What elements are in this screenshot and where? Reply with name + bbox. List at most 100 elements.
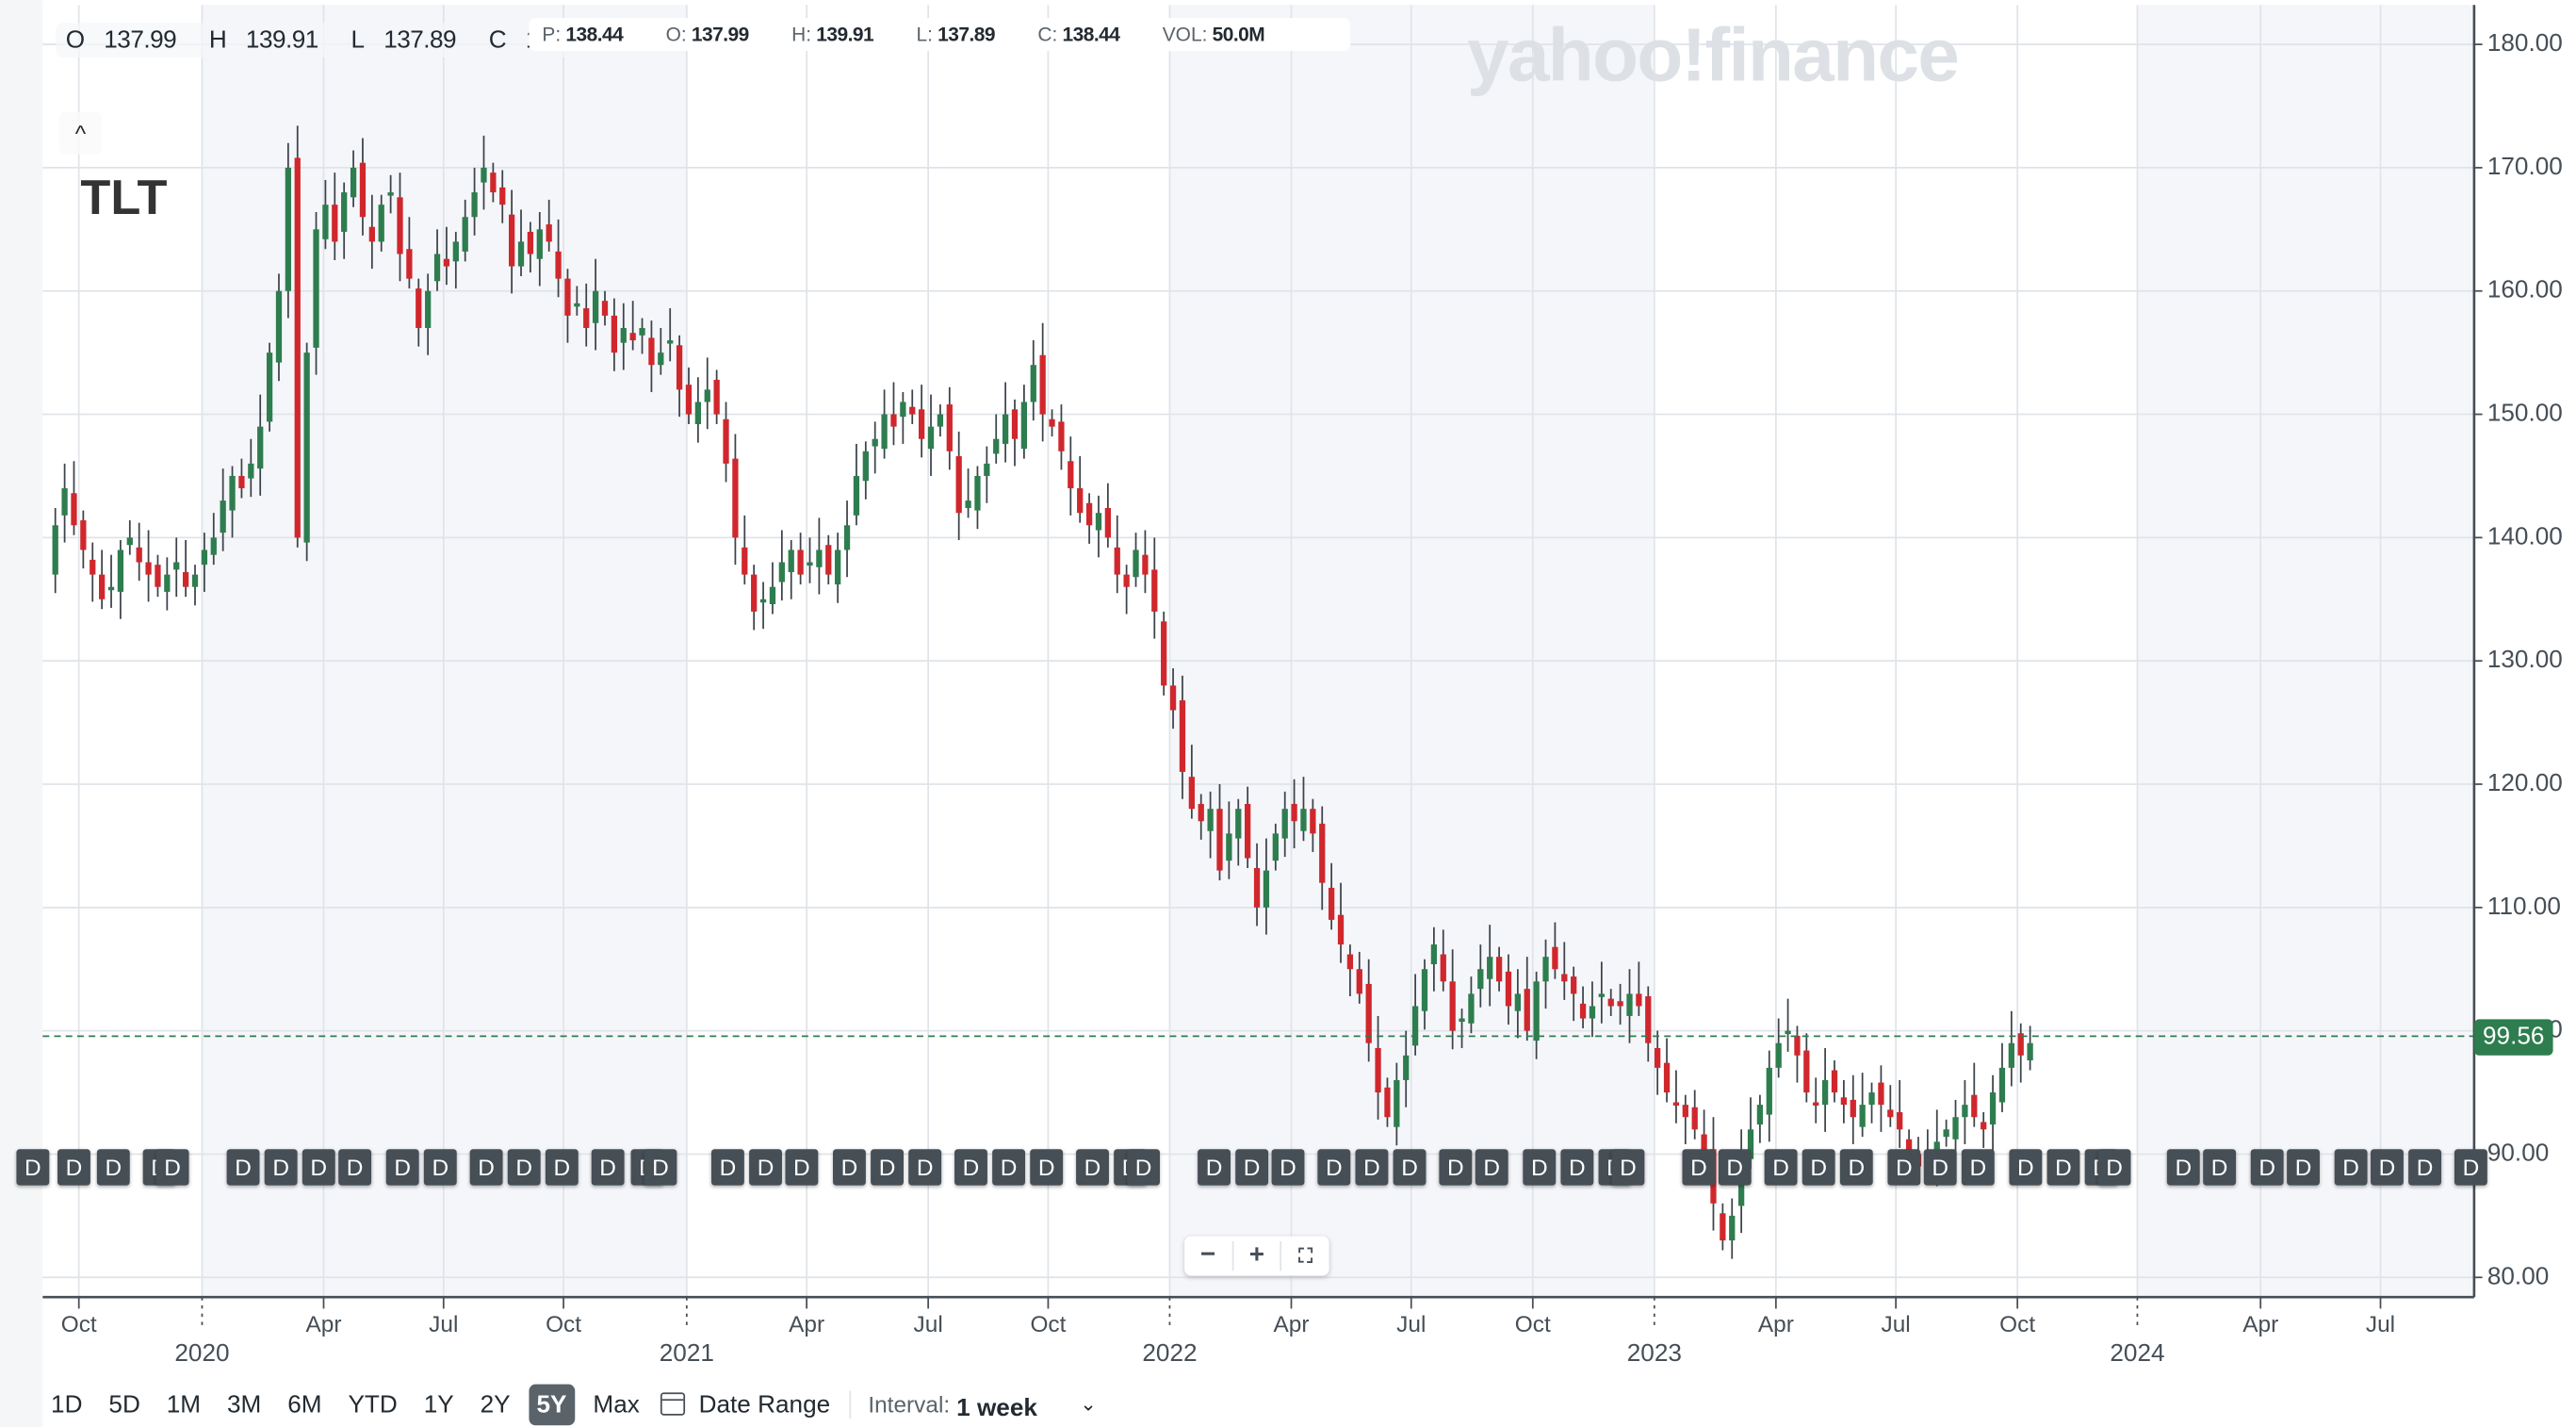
dividend-marker[interactable]: D bbox=[507, 1149, 541, 1186]
dividend-marker[interactable]: D bbox=[1764, 1149, 1798, 1186]
dividend-marker[interactable]: D bbox=[644, 1149, 677, 1186]
date-range-label: Date Range bbox=[698, 1389, 831, 1419]
dividend-marker[interactable]: D bbox=[2454, 1149, 2487, 1186]
dividend-marker[interactable]: D bbox=[1317, 1149, 1351, 1186]
dividend-marker[interactable]: D bbox=[2250, 1149, 2284, 1186]
dividend-marker[interactable]: D bbox=[1839, 1149, 1873, 1186]
range-button-3m[interactable]: 3M bbox=[227, 1389, 262, 1419]
dividend-marker[interactable]: D bbox=[1611, 1149, 1645, 1186]
dividend-marker[interactable]: D bbox=[2097, 1149, 2131, 1186]
y-tick-label: 80.00 bbox=[2486, 1262, 2550, 1291]
ohlc-open: O 137.99 bbox=[65, 25, 177, 55]
dividend-marker[interactable]: D bbox=[2408, 1149, 2442, 1186]
x-month-label: Apr bbox=[789, 1310, 825, 1337]
range-button-5y[interactable]: 5Y bbox=[528, 1383, 576, 1425]
dividend-marker[interactable]: D bbox=[469, 1149, 503, 1186]
chevron-down-icon[interactable]: ⌄ bbox=[1080, 1392, 1097, 1416]
dividend-marker[interactable]: D bbox=[264, 1149, 298, 1186]
x-month-label: Jul bbox=[913, 1310, 943, 1337]
y-tick-label: 120.00 bbox=[2486, 769, 2563, 797]
dividend-marker[interactable]: D bbox=[1475, 1149, 1508, 1186]
tooltip-low: L: 137.89 bbox=[916, 23, 996, 46]
ohlc-high: H 139.91 bbox=[208, 25, 319, 55]
fullscreen-icon[interactable]: ⛶ bbox=[1298, 1243, 1312, 1267]
dividend-marker[interactable]: D bbox=[2371, 1149, 2404, 1186]
dividend-marker[interactable]: D bbox=[2046, 1149, 2080, 1186]
dividend-marker[interactable]: D bbox=[155, 1149, 189, 1186]
dividend-marker[interactable]: D bbox=[1235, 1149, 1269, 1186]
y-tick-label: 140.00 bbox=[2486, 522, 2563, 551]
dividend-marker[interactable]: D bbox=[749, 1149, 782, 1186]
interval-label: Interval: bbox=[868, 1390, 951, 1418]
range-button-1y[interactable]: 1Y bbox=[423, 1389, 454, 1419]
dividend-marker[interactable]: D bbox=[954, 1149, 987, 1186]
dividend-marker[interactable]: D bbox=[785, 1149, 819, 1186]
range-button-ytd[interactable]: YTD bbox=[348, 1389, 398, 1419]
dividend-marker[interactable]: D bbox=[423, 1149, 457, 1186]
yahoo-finance-watermark: yahoo!finance bbox=[1467, 11, 1960, 97]
dividend-marker[interactable]: D bbox=[908, 1149, 942, 1186]
range-button-6m[interactable]: 6M bbox=[287, 1389, 322, 1419]
dividend-marker[interactable]: D bbox=[57, 1149, 90, 1186]
range-bar: 1D 5D 1M 3M 6M YTD 1Y 2Y 5Y Max Date Range Interv… bbox=[42, 1381, 1097, 1427]
x-year-label: 2024 bbox=[2110, 1339, 2165, 1369]
dividend-marker[interactable]: D bbox=[833, 1149, 866, 1186]
range-button-1d[interactable]: 1D bbox=[51, 1389, 83, 1419]
y-tick-label: 150.00 bbox=[2486, 399, 2563, 428]
calendar-icon bbox=[660, 1392, 686, 1416]
dividend-marker[interactable]: D bbox=[1439, 1149, 1473, 1186]
dividend-marker[interactable]: D bbox=[96, 1149, 130, 1186]
dividend-marker[interactable]: D bbox=[2009, 1149, 2043, 1186]
dividend-marker[interactable]: D bbox=[302, 1149, 335, 1186]
dividend-marker[interactable]: D bbox=[1961, 1149, 1995, 1186]
dividend-marker[interactable]: D bbox=[992, 1149, 1026, 1186]
dividend-marker[interactable]: D bbox=[2287, 1149, 2320, 1186]
x-year-label: 2021 bbox=[659, 1339, 714, 1369]
dividend-marker[interactable]: D bbox=[2334, 1149, 2368, 1186]
date-range-button[interactable]: Date Range bbox=[660, 1389, 852, 1419]
dividend-marker[interactable]: D bbox=[871, 1149, 904, 1186]
zoom-out-button[interactable]: − bbox=[1184, 1240, 1233, 1271]
dividend-marker[interactable]: D bbox=[1802, 1149, 1835, 1186]
crosshair-tooltip: P: 138.44 O: 137.99 H: 139.91 L: 137.89 C: 13… bbox=[529, 18, 1351, 52]
dividend-marker[interactable]: D bbox=[385, 1149, 419, 1186]
dividend-marker[interactable]: D bbox=[1271, 1149, 1305, 1186]
range-button-1m[interactable]: 1M bbox=[166, 1389, 202, 1419]
dividend-marker[interactable]: D bbox=[1030, 1149, 1064, 1186]
dividend-marker[interactable]: D bbox=[16, 1149, 50, 1186]
dividend-marker[interactable]: D bbox=[1355, 1149, 1389, 1186]
dividend-marker[interactable]: D bbox=[338, 1149, 372, 1186]
dividend-marker[interactable]: D bbox=[1682, 1149, 1716, 1186]
dividend-marker[interactable]: D bbox=[1887, 1149, 1921, 1186]
dividend-marker[interactable]: D bbox=[1523, 1149, 1557, 1186]
x-month-label: Oct bbox=[1999, 1310, 2036, 1337]
tooltip-open: O: 137.99 bbox=[665, 23, 750, 46]
dividend-marker[interactable]: D bbox=[1127, 1149, 1160, 1186]
tooltip-high: H: 139.91 bbox=[791, 23, 874, 46]
dividend-marker[interactable]: D bbox=[1076, 1149, 1109, 1186]
range-button-max[interactable]: Max bbox=[593, 1389, 640, 1419]
dividend-marker[interactable]: D bbox=[2203, 1149, 2237, 1186]
dividend-marker[interactable]: D bbox=[226, 1149, 260, 1186]
left-gutter bbox=[0, 0, 43, 1427]
interval-select[interactable]: 1 week bbox=[956, 1393, 1037, 1421]
range-button-5d[interactable]: 5D bbox=[108, 1389, 140, 1419]
dividend-marker[interactable]: D bbox=[1923, 1149, 1957, 1186]
dividend-marker[interactable]: D bbox=[710, 1149, 744, 1186]
dividend-marker[interactable]: D bbox=[1198, 1149, 1231, 1186]
tooltip-close: C: 138.44 bbox=[1037, 23, 1120, 46]
dividend-marker[interactable]: D bbox=[545, 1149, 579, 1186]
collapse-chevron-up-icon[interactable]: ^ bbox=[58, 111, 103, 155]
range-button-2y[interactable]: 2Y bbox=[480, 1389, 511, 1419]
dividend-marker[interactable]: D bbox=[1560, 1149, 1594, 1186]
dividend-marker[interactable]: D bbox=[2166, 1149, 2200, 1186]
x-month-label: Jul bbox=[1396, 1310, 1427, 1337]
zoom-in-button[interactable]: + bbox=[1233, 1240, 1282, 1271]
ohlc-low: L 137.89 bbox=[351, 25, 457, 55]
dividend-marker[interactable]: D bbox=[591, 1149, 625, 1186]
x-month-label: Oct bbox=[60, 1310, 97, 1337]
dividend-marker[interactable]: D bbox=[1393, 1149, 1427, 1186]
dividend-marker[interactable]: D bbox=[1718, 1149, 1752, 1186]
ticker-symbol: TLT bbox=[80, 171, 168, 225]
